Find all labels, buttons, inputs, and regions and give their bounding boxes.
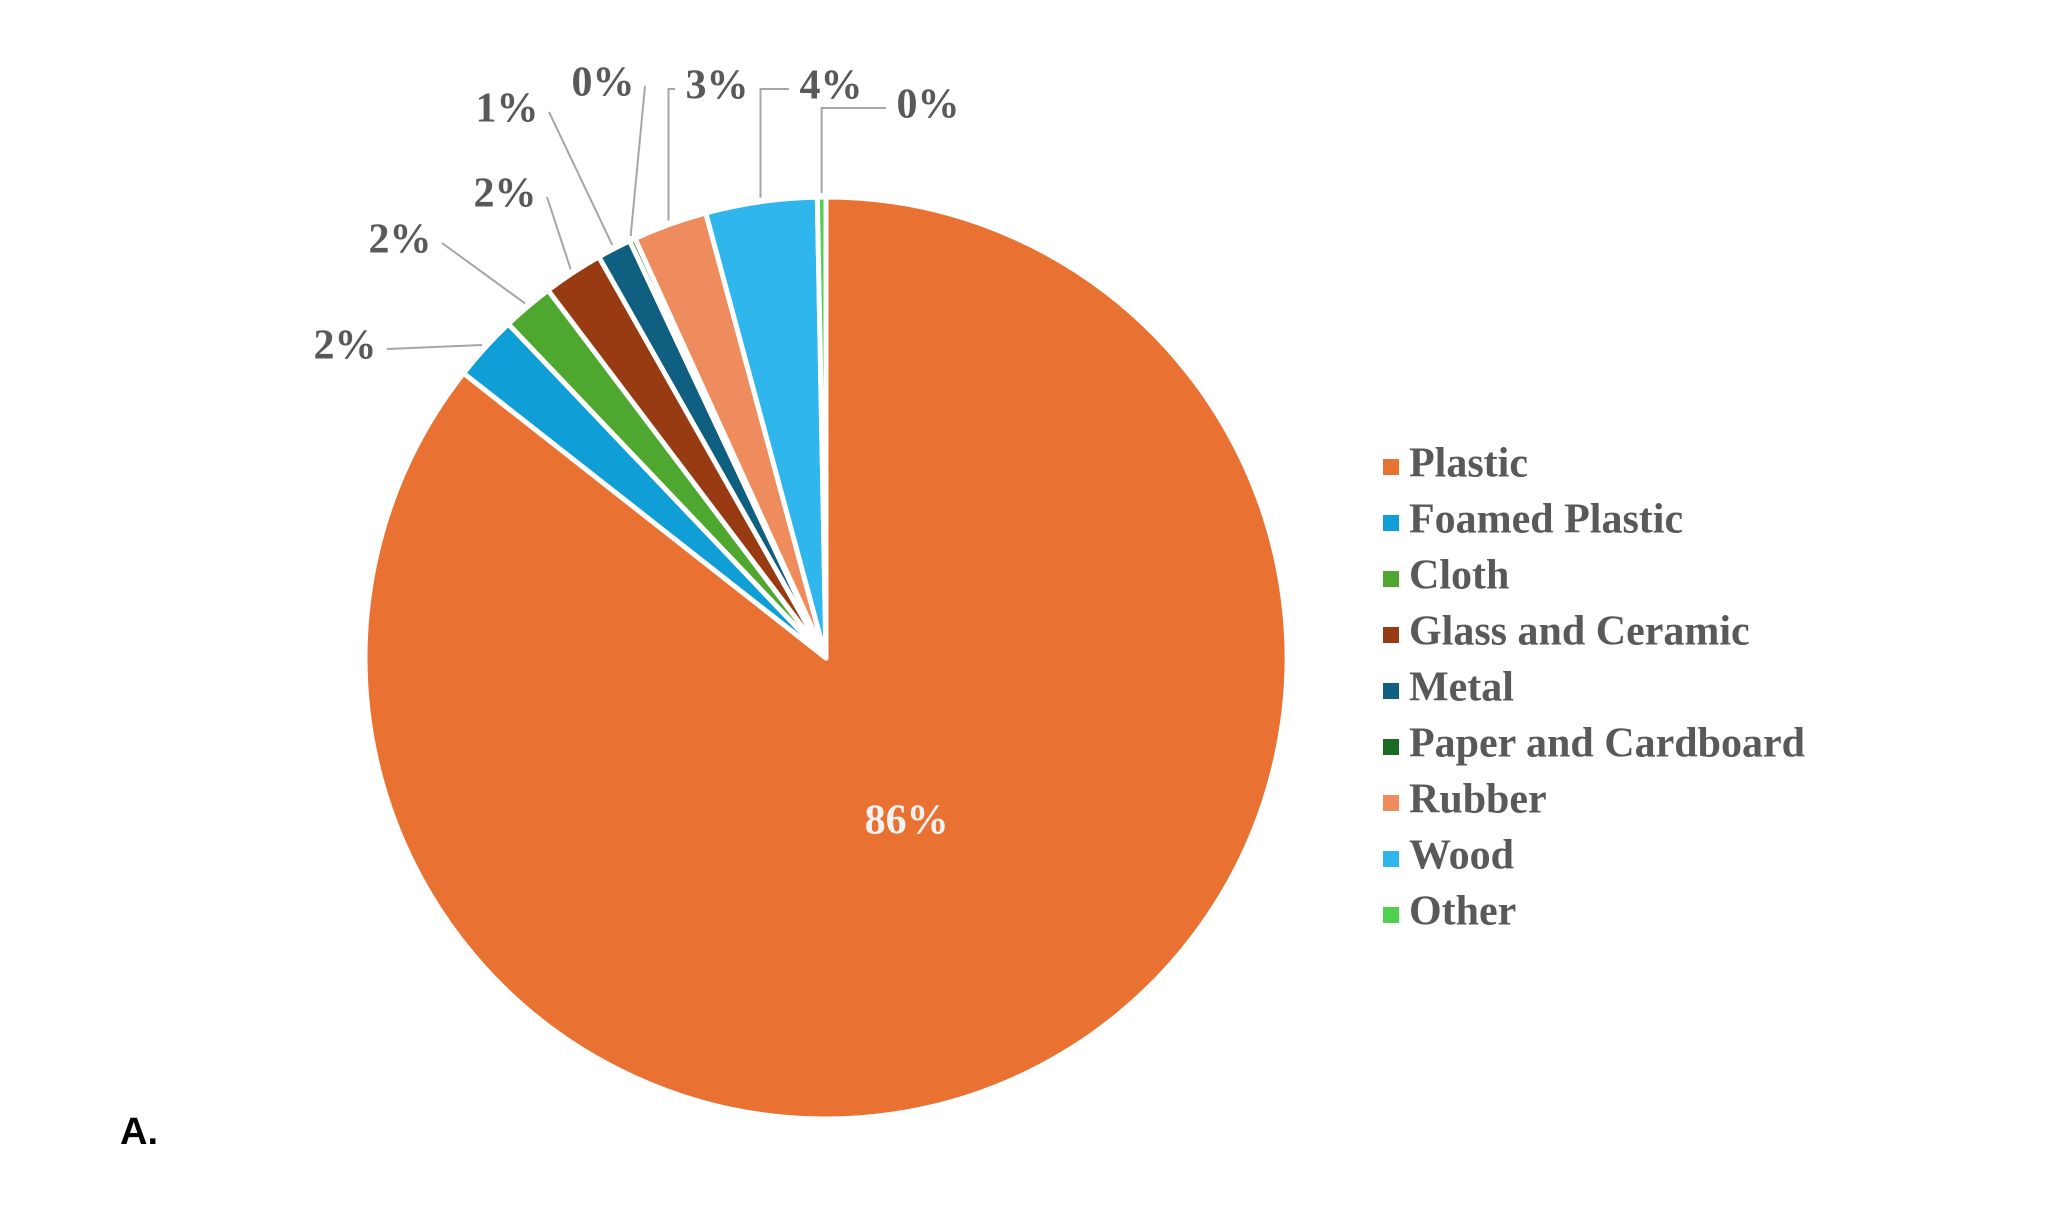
legend-label: Rubber [1409, 777, 1547, 823]
legend-label: Wood [1409, 833, 1514, 879]
legend-label: Other [1409, 889, 1516, 935]
legend-label: Metal [1409, 665, 1514, 711]
leader-line [546, 196, 572, 270]
legend-swatch [1383, 627, 1399, 643]
legend-swatch [1383, 795, 1399, 811]
data-label: 0% [572, 60, 635, 106]
leader-line [386, 344, 483, 350]
data-label: 1% [476, 86, 539, 132]
data-label: 86% [865, 797, 949, 843]
pie-slice [814, 194, 829, 661]
data-label: 2% [314, 323, 377, 369]
legend-swatch [1383, 683, 1399, 699]
leader-line [548, 111, 614, 246]
leader-line [759, 88, 789, 198]
legend-swatch [1383, 851, 1399, 867]
legend-label: Paper and Cardboard [1409, 721, 1805, 767]
data-label: 0% [897, 82, 960, 128]
legend-swatch [1383, 907, 1399, 923]
legend-label: Cloth [1409, 553, 1509, 599]
data-label: 3% [686, 63, 749, 109]
legend-swatch [1383, 459, 1399, 475]
legend-swatch [1383, 739, 1399, 755]
leader-line [667, 88, 675, 221]
legend-swatch [1383, 515, 1399, 531]
legend-label: Foamed Plastic [1409, 497, 1683, 543]
leader-line [820, 107, 886, 194]
data-label: 4% [800, 63, 863, 109]
panel-label: A. [120, 1111, 158, 1153]
data-label: 2% [369, 217, 432, 263]
leader-line [629, 85, 646, 237]
legend-swatch [1383, 571, 1399, 587]
legend-label: Plastic [1409, 441, 1528, 487]
data-label: 2% [474, 171, 537, 217]
leader-line [441, 242, 526, 305]
legend-label: Glass and Ceramic [1409, 609, 1750, 655]
